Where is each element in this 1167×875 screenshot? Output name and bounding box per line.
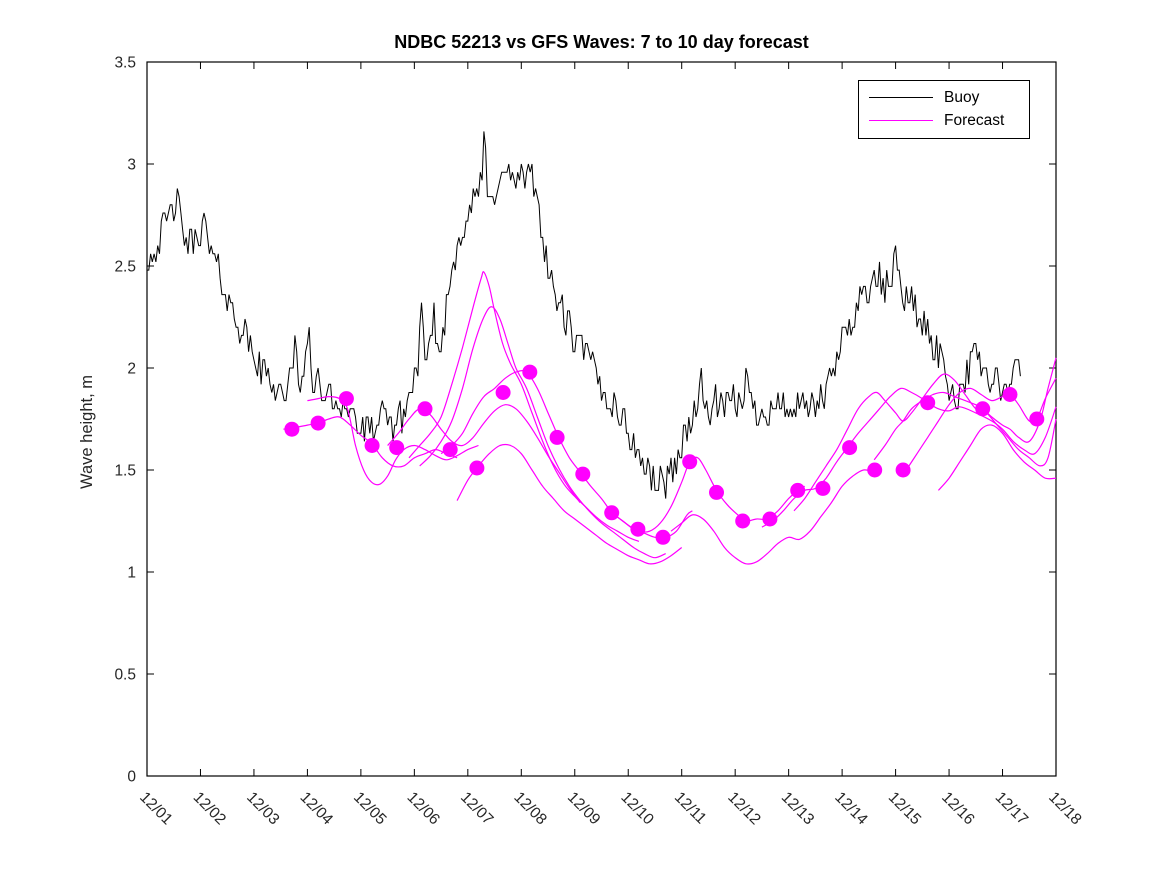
buoy-line: [147, 131, 1021, 499]
chart-title: NDBC 52213 vs GFS Waves: 7 to 10 day for…: [394, 32, 809, 52]
x-tick-label: 12/17: [992, 789, 1031, 828]
forecast-marker-dot: [790, 482, 806, 498]
forecast-marker-dot: [920, 395, 936, 411]
x-tick-label: 12/02: [190, 789, 229, 828]
x-tick-label: 12/05: [350, 789, 389, 828]
legend-label-buoy: Buoy: [944, 88, 980, 106]
forecast-marker-dot: [655, 529, 671, 545]
forecast-marker-dot: [364, 438, 380, 453]
forecast-marker-dot: [682, 454, 698, 470]
forecast-line: [873, 357, 1057, 461]
x-tick-label: 12/11: [671, 789, 710, 828]
y-tick-label: 2: [127, 361, 136, 378]
forecast-marker-dot: [1029, 411, 1045, 427]
x-tick-label: 12/12: [724, 789, 763, 828]
y-tick-label: 1.5: [114, 463, 136, 480]
forecast-marker-dot: [895, 462, 911, 478]
forecast-marker-dot: [495, 385, 511, 400]
y-tick-label: 3: [127, 157, 136, 174]
forecast-marker-dot: [842, 440, 858, 456]
forecast-line: [456, 443, 683, 565]
forecast-marker-dot: [604, 505, 620, 521]
forecast-marker-dot: [469, 460, 485, 476]
forecast-marker-dot: [310, 415, 326, 431]
forecast-marker-dot: [522, 364, 538, 380]
y-tick-label: 3.5: [114, 55, 136, 72]
x-tick-label: 12/09: [564, 789, 603, 828]
legend-label-forecast: Forecast: [944, 111, 1005, 129]
forecast-marker-dot: [338, 391, 354, 407]
forecast-marker-dot: [735, 513, 751, 529]
legend-item-buoy: Buoy: [859, 86, 1029, 109]
x-tick-label: 12/06: [404, 789, 443, 828]
axes-box: [146, 61, 1057, 777]
y-tick-label: 2.5: [114, 259, 136, 276]
forecast-marker-dot: [549, 429, 565, 445]
forecast-marker-dot: [1002, 387, 1018, 402]
legend-item-forecast: Forecast: [859, 109, 1029, 132]
x-tick-label: 12/08: [510, 789, 549, 828]
forecast-line: [408, 271, 640, 542]
forecast-line: [419, 306, 666, 559]
forecast-marker-dot: [762, 511, 778, 527]
forecast-line: [937, 424, 1057, 491]
forecast-marker-dot: [575, 466, 591, 482]
x-tick-label: 12/16: [938, 789, 977, 828]
y-tick-label: 1: [127, 565, 136, 582]
x-tick-label: 12/13: [778, 789, 817, 828]
y-tick-label: 0.5: [114, 667, 136, 684]
forecast-marker-dot: [709, 484, 724, 500]
forecast-marker-dot: [417, 401, 433, 417]
x-tick-label: 12/14: [831, 789, 871, 829]
forecast-line: [670, 469, 875, 565]
buoy-line-swatch: [869, 97, 933, 98]
x-tick-label: 12/10: [617, 789, 657, 829]
forecast-marker-dot: [975, 401, 991, 417]
forecast-marker-dot: [630, 521, 646, 537]
x-tick-label: 12/03: [243, 789, 282, 828]
forecast-marker-dot: [442, 442, 458, 458]
x-tick-label: 12/07: [457, 789, 496, 828]
forecast-marker-dot: [389, 440, 405, 456]
forecast-marker-dot: [284, 421, 300, 437]
forecast-line-swatch: [869, 120, 933, 121]
x-tick-label: 12/18: [1045, 789, 1084, 828]
x-tick-label: 12/15: [885, 789, 924, 828]
y-tick-label: 0: [127, 769, 136, 786]
x-tick-label: 12/04: [297, 789, 337, 829]
x-tick-label: 12/01: [136, 789, 175, 828]
forecast-marker-dot: [867, 462, 883, 478]
forecast-line: [440, 370, 693, 539]
legend: Buoy Forecast: [858, 80, 1030, 139]
forecast-line: [761, 387, 1057, 528]
forecast-marker-dot: [815, 480, 831, 496]
